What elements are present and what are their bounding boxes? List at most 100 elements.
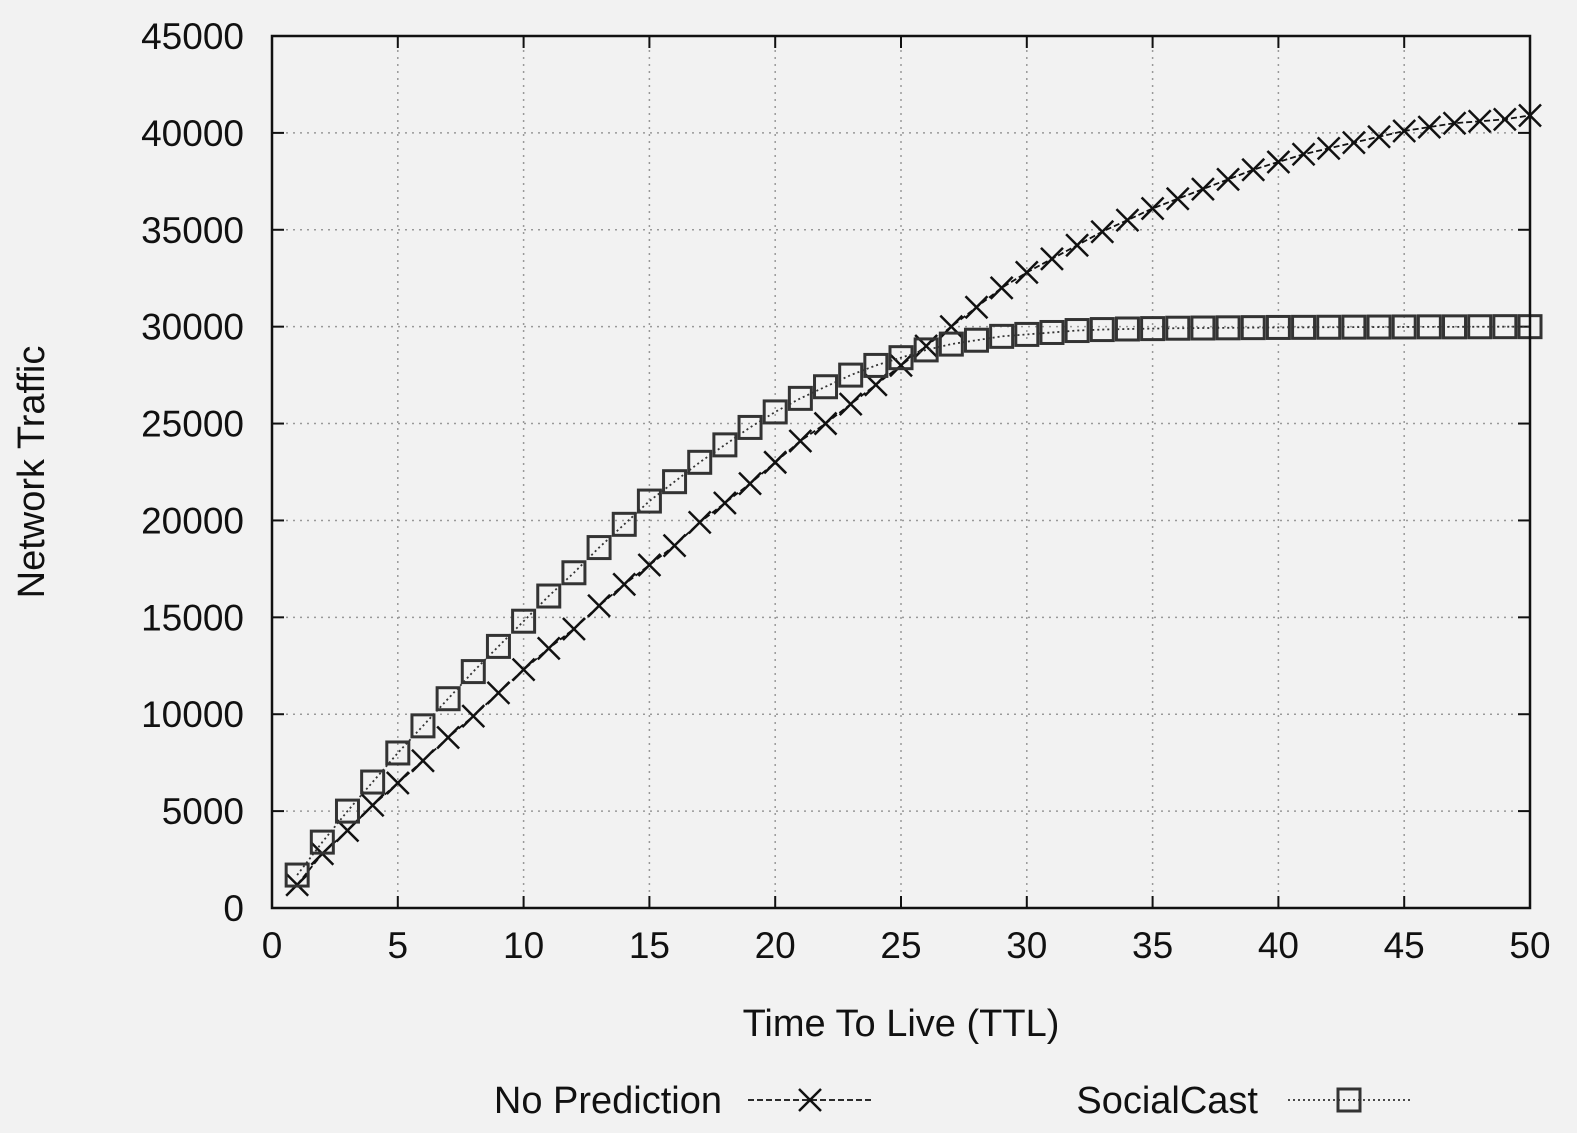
data-point-square-marker	[611, 511, 637, 537]
x-marker-stroke	[1115, 208, 1140, 232]
data-point-square-marker	[1140, 316, 1166, 342]
data-point-square-marker	[1291, 314, 1317, 340]
data-point-square-marker	[863, 352, 889, 378]
data-point-square-marker	[410, 713, 436, 739]
data-point-square-marker	[385, 740, 411, 766]
x-marker-stroke	[763, 450, 788, 475]
data-point-square-marker	[712, 432, 738, 458]
y-axis-label: Network Traffic	[11, 346, 53, 599]
data-point-x-marker	[1090, 219, 1115, 244]
data-point-x-marker	[1140, 196, 1165, 221]
data-point-square-marker	[1215, 315, 1241, 341]
data-point-x-marker	[889, 353, 913, 378]
data-point-x-marker	[411, 748, 435, 773]
data-point-x-marker	[486, 681, 511, 705]
data-point-x-marker	[637, 553, 662, 577]
data-point-square-marker	[838, 362, 864, 388]
data-point-square-marker	[435, 686, 461, 712]
data-point-x-marker	[1216, 167, 1240, 192]
x-tick-label: 0	[262, 925, 283, 966]
data-point-x-marker	[511, 657, 536, 682]
data-point-square-marker	[636, 488, 662, 514]
series-layer	[284, 103, 1543, 897]
data-point-x-marker	[536, 636, 561, 661]
x-marker-stroke	[1040, 246, 1064, 271]
data-point-x-marker	[1040, 246, 1064, 271]
x-marker-stroke	[587, 593, 611, 618]
data-point-square-marker	[284, 862, 310, 888]
x-marker-stroke	[486, 681, 511, 705]
legend-label-socialcast: SocialCast	[1076, 1080, 1258, 1122]
x-tick-label: 5	[388, 925, 409, 966]
data-point-square-marker	[787, 385, 813, 411]
series-line	[296, 325, 1530, 876]
data-point-square-marker	[460, 659, 486, 685]
x-marker-stroke	[360, 793, 385, 818]
y-tick-label: 20000	[141, 500, 244, 541]
data-point-square-marker	[334, 798, 360, 824]
y-tick-label: 15000	[141, 597, 244, 638]
x-marker-stroke	[1065, 233, 1090, 258]
data-point-square-marker	[1114, 316, 1140, 342]
data-point-square-marker	[1039, 319, 1065, 345]
data-point-square-marker	[662, 469, 688, 495]
x-tick-label: 20	[755, 925, 796, 966]
x-marker-stroke	[889, 353, 913, 378]
data-point-x-marker	[1014, 260, 1039, 285]
x-marker-stroke	[637, 553, 662, 577]
x-marker-stroke	[838, 392, 863, 417]
data-point-square-marker	[913, 337, 939, 363]
data-point-square-marker	[511, 608, 537, 634]
data-point-x-marker	[1241, 157, 1266, 182]
data-point-x-marker	[662, 533, 687, 558]
x-marker-stroke	[1241, 157, 1266, 182]
data-point-x-marker	[1367, 124, 1391, 149]
data-point-x-marker	[763, 450, 788, 475]
x-marker-stroke	[798, 1088, 822, 1112]
x-marker-stroke	[1216, 167, 1240, 192]
y-tick-label: 25000	[141, 404, 244, 445]
data-point-square-marker	[1391, 314, 1417, 340]
x-marker-stroke	[1442, 111, 1467, 136]
x-marker-stroke	[1014, 260, 1039, 285]
x-marker-stroke	[511, 657, 536, 682]
data-point-square-marker	[1165, 315, 1191, 341]
x-marker-stroke	[1417, 115, 1442, 139]
x-marker-stroke	[1392, 119, 1417, 143]
x-marker-stroke	[662, 533, 687, 558]
legend-sample-socialcast	[1288, 1087, 1410, 1113]
data-point-square-marker	[813, 374, 839, 400]
x-marker-stroke	[1140, 196, 1165, 221]
x-marker-stroke	[562, 617, 586, 641]
data-point-x-marker	[1392, 119, 1417, 143]
data-point-square-marker	[485, 633, 511, 659]
x-tick-label: 10	[503, 925, 544, 966]
data-point-x-marker	[1467, 109, 1492, 134]
y-tick-label: 0	[223, 888, 244, 929]
data-point-square-marker	[687, 449, 713, 475]
x-marker-stroke	[536, 636, 561, 661]
data-point-x-marker	[1316, 136, 1341, 161]
data-point-square-marker	[309, 829, 335, 855]
legend-label-no-prediction: No Prediction	[494, 1080, 722, 1122]
x-marker-stroke	[1492, 107, 1517, 132]
x-marker-stroke	[738, 471, 762, 496]
data-point-x-marker	[562, 617, 586, 641]
x-tick-label: 30	[1006, 925, 1047, 966]
x-marker-stroke	[1090, 219, 1115, 244]
x-marker-stroke	[1191, 177, 1215, 201]
data-point-x-marker	[813, 411, 838, 436]
data-point-square-marker	[888, 345, 914, 371]
x-tick-label: 50	[1509, 925, 1550, 966]
data-point-x-marker	[989, 276, 1014, 300]
data-point-square-marker	[1316, 314, 1342, 340]
legend-sample-no-prediction	[748, 1088, 872, 1112]
y-tick-label: 10000	[141, 694, 244, 735]
x-marker-stroke	[1291, 142, 1316, 167]
data-point-square-marker	[737, 414, 763, 440]
x-axis-label: Time To Live (TTL)	[743, 1003, 1060, 1045]
data-point-square-marker	[1240, 315, 1266, 341]
x-marker-stroke	[411, 748, 435, 773]
data-point-x-marker	[612, 572, 637, 597]
x-marker-stroke	[1367, 124, 1391, 149]
